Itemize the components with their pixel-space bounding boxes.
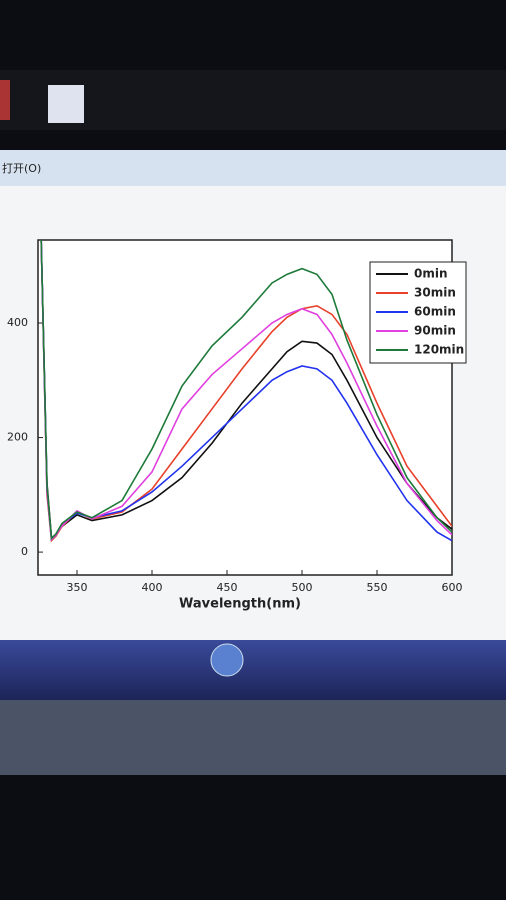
menu-item[interactable]: 打开(O) — [2, 161, 41, 175]
legend-label: 120min — [414, 343, 464, 357]
y-tick-label: 0 — [21, 545, 28, 558]
line — [40, 240, 452, 542]
viewer-toolbar — [0, 640, 506, 700]
icon — [0, 80, 10, 120]
x-tick-label: 450 — [217, 581, 238, 594]
x-tick-label: 350 — [67, 581, 88, 594]
x-tick-label: 400 — [142, 581, 163, 594]
line — [40, 240, 452, 541]
y-tick-label: 200 — [7, 431, 28, 444]
legend-label: 90min — [414, 324, 456, 338]
x-tick-label: 550 — [367, 581, 388, 594]
icon — [48, 85, 84, 123]
x-tick-label: 600 — [442, 581, 463, 594]
toolbar-button[interactable] — [210, 643, 244, 677]
desktop-top — [0, 70, 506, 130]
x-tick-label: 500 — [292, 581, 313, 594]
legend-label: 0min — [414, 267, 448, 281]
legend-label: 60min — [414, 305, 456, 319]
desktop-taskbar — [0, 700, 506, 775]
legend-label: 30min — [414, 286, 456, 300]
y-tick-label: 400 — [7, 316, 28, 329]
menu-bar — [0, 150, 506, 186]
x-axis-label: Wavelength(nm) — [179, 597, 301, 612]
plot-lines — [40, 240, 452, 543]
